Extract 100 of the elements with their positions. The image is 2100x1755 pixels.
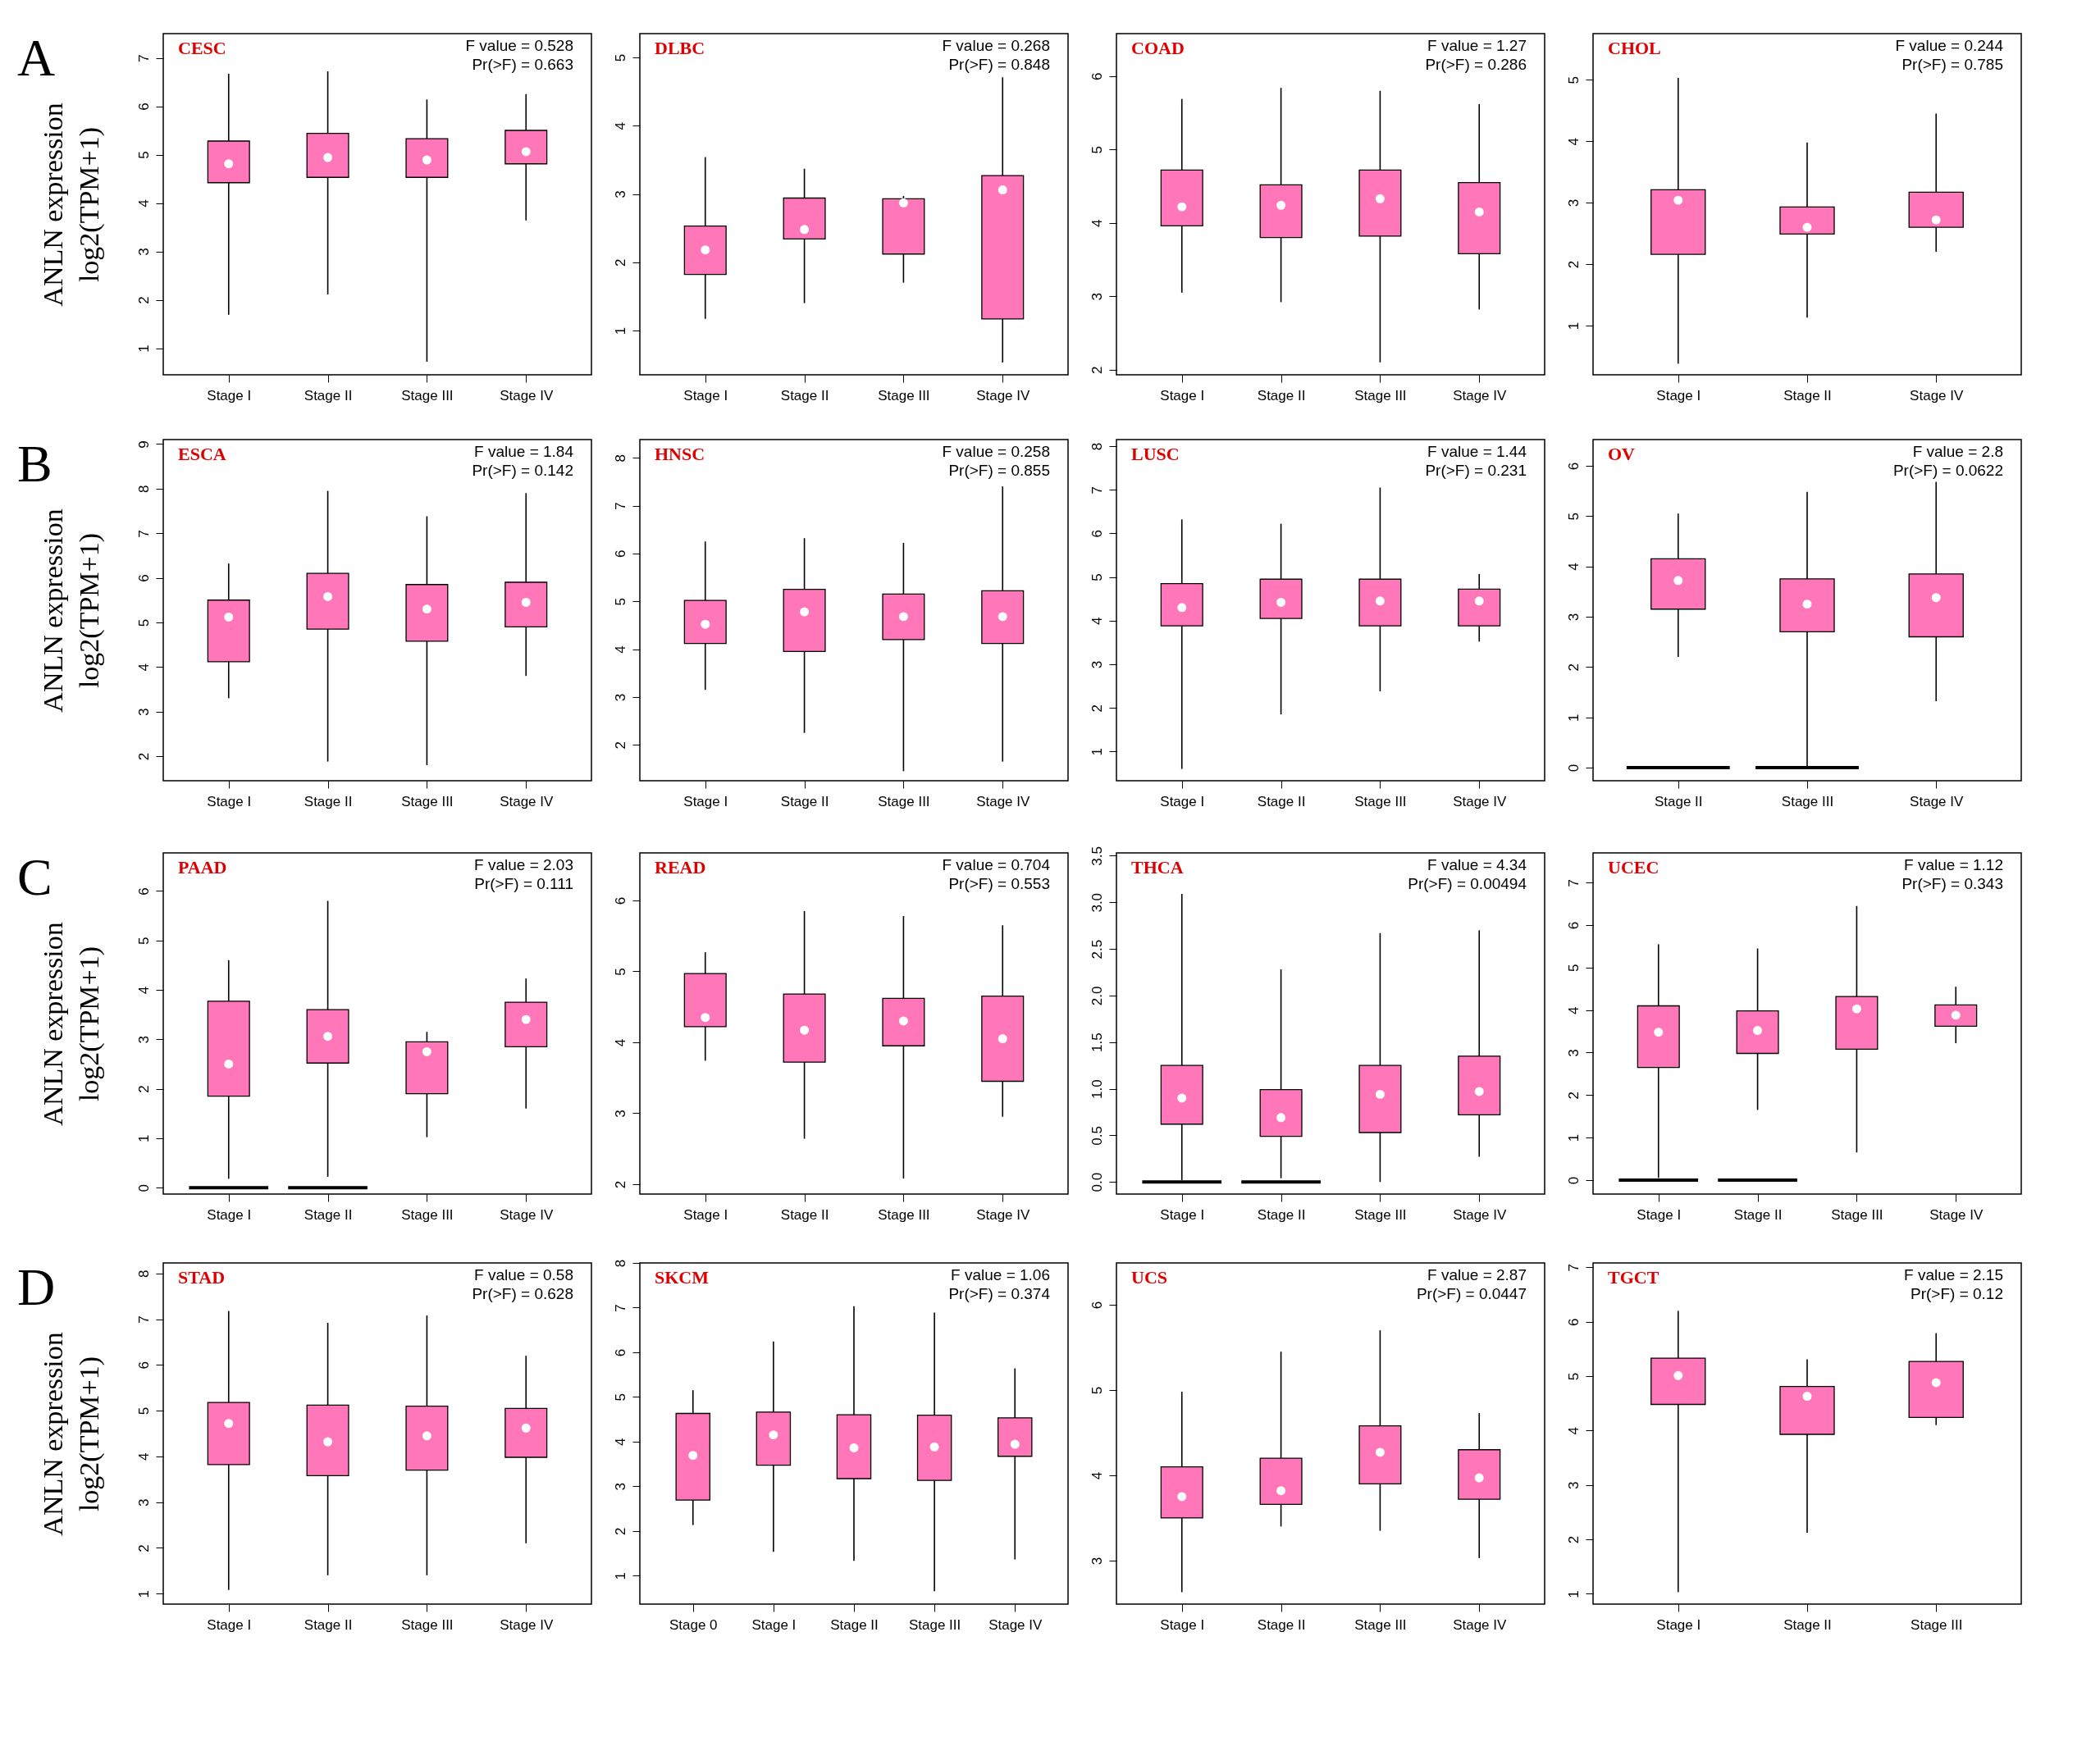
y-tick-label: 3 xyxy=(135,1498,152,1507)
y-tick-label: 5 xyxy=(612,1393,628,1402)
y-tick-label: 4 xyxy=(1089,219,1105,228)
chart-title: UCS xyxy=(1131,1267,1168,1288)
x-tick-label: Stage III xyxy=(1911,1616,1963,1633)
x-tick-label: Stage II xyxy=(304,387,353,403)
y-tick-label: 7 xyxy=(1565,1264,1582,1272)
x-tick-label: Stage II xyxy=(780,387,829,403)
x-tick-label: Stage IV xyxy=(1453,793,1508,809)
x-tick-label: Stage III xyxy=(401,387,454,403)
x-tick-label: Stage II xyxy=(1257,1616,1306,1633)
y-tick-label: 6 xyxy=(135,1361,152,1370)
y-tick-label: 3.5 xyxy=(1089,846,1105,866)
x-tick-label: Stage IV xyxy=(1929,1206,1984,1223)
y-tick-label: 8 xyxy=(1089,442,1105,451)
x-tick-label: Stage IV xyxy=(500,793,555,809)
y-tick-label: 5 xyxy=(135,618,152,627)
y-tick-label: 4 xyxy=(1089,1471,1105,1480)
annotation: F value = 0.704 Pr(>F) = 0.553 xyxy=(942,856,1051,892)
text: D xyxy=(17,1258,56,1316)
y-tick-label: 2 xyxy=(1565,260,1582,269)
text: B xyxy=(17,435,52,493)
x-tick-label: Stage III xyxy=(1831,1206,1883,1223)
x-tick-label: Stage I xyxy=(1656,387,1701,403)
y-tick-label: 2 xyxy=(612,1527,628,1535)
y-tick-label: 6 xyxy=(612,549,628,558)
x-tick-label: Stage III xyxy=(1354,1616,1407,1633)
y-tick-label: 6 xyxy=(1565,1318,1582,1326)
annotation: F value = 4.34 Pr(>F) = 0.00494 xyxy=(1408,856,1527,892)
y-tick-label: 3.0 xyxy=(1089,892,1105,913)
chart-title: CHOL xyxy=(1608,38,1661,58)
y-tick-label: 1 xyxy=(1565,1590,1582,1598)
y-tick-label: 6 xyxy=(1565,921,1582,930)
y-tick-label: 1 xyxy=(135,344,152,353)
y-tick-label: 0 xyxy=(1565,1176,1582,1185)
y-tick-label: 0 xyxy=(1565,764,1582,773)
y-tick-label: 1 xyxy=(1565,1133,1582,1142)
x-tick-label: Stage I xyxy=(207,793,252,809)
x-tick-label: Stage IV xyxy=(976,1206,1031,1223)
x-tick-label: Stage I xyxy=(1656,1616,1701,1633)
y-tick-label: 5 xyxy=(1565,1372,1582,1381)
x-tick-label: Stage III xyxy=(401,793,454,809)
y-tick-label: 5 xyxy=(1565,964,1582,973)
y-tick-label: 7 xyxy=(1565,879,1582,887)
chart-title: SKCM xyxy=(655,1267,710,1288)
y-tick-label: 4 xyxy=(135,1452,152,1461)
y-tick-label: 3 xyxy=(135,248,152,256)
y-axis-title: ANLN expression log2(TPM+1) xyxy=(37,922,105,1126)
y-tick-label: 2 xyxy=(612,1180,628,1189)
y-tick-label: 5 xyxy=(612,53,628,62)
y-tick-label: 4 xyxy=(1565,1006,1582,1014)
y-tick-label: 3 xyxy=(612,1483,628,1491)
chart-title: THCA xyxy=(1131,857,1184,878)
y-tick-label: 8 xyxy=(612,1259,628,1268)
x-tick-label: Stage III xyxy=(1354,793,1407,809)
y-tick-label: 5 xyxy=(1089,573,1105,581)
chart-title: CESC xyxy=(178,38,226,58)
y-tick-label: 5 xyxy=(135,937,152,945)
chart-title: UCEC xyxy=(1608,857,1659,878)
x-tick-label: Stage 0 xyxy=(669,1616,718,1633)
y-tick-label: 2.5 xyxy=(1089,939,1105,960)
y-tick-label: 3 xyxy=(1089,660,1105,669)
y-tick-label: 4 xyxy=(1565,1427,1582,1435)
x-tick-label: Stage IV xyxy=(1453,1206,1508,1223)
annotation: F value = 0.528 Pr(>F) = 0.663 xyxy=(465,37,573,73)
x-tick-label: Stage III xyxy=(878,1206,930,1223)
chart-title: HNSC xyxy=(655,444,705,464)
y-tick-label: 2 xyxy=(612,258,628,267)
x-tick-label: Stage III xyxy=(908,1616,961,1633)
x-tick-label: Stage III xyxy=(1354,1206,1407,1223)
y-tick-label: 4 xyxy=(135,663,152,672)
x-tick-label: Stage II xyxy=(304,1616,353,1633)
y-tick-label: 5 xyxy=(612,968,628,976)
annotation: F value = 0.244 Pr(>F) = 0.785 xyxy=(1895,37,2004,73)
annotation: F value = 0.258 Pr(>F) = 0.855 xyxy=(942,443,1050,479)
y-tick-label: 7 xyxy=(135,529,152,538)
y-tick-label: 3 xyxy=(135,708,152,716)
y-tick-label: 3 xyxy=(1089,293,1105,301)
y-tick-label: 4 xyxy=(612,1438,628,1447)
y-tick-label: 5 xyxy=(1089,146,1105,154)
x-tick-label: Stage III xyxy=(401,1206,454,1223)
y-axis-title: ANLN expression log2(TPM+1) xyxy=(37,508,105,713)
y-tick-label: 5 xyxy=(612,597,628,606)
x-tick-label: Stage I xyxy=(207,1616,252,1633)
y-tick-label: 2 xyxy=(135,752,152,761)
x-tick-label: Stage I xyxy=(1637,1206,1682,1223)
y-tick-label: 3 xyxy=(612,693,628,702)
y-tick-label: 1 xyxy=(612,1571,628,1580)
y-tick-label: 2 xyxy=(1089,704,1105,713)
y-axis-title: ANLN expression log2(TPM+1) xyxy=(37,1332,105,1536)
x-tick-label: Stage I xyxy=(1160,1616,1205,1633)
y-tick-label: 2 xyxy=(135,296,152,304)
x-tick-label: Stage IV xyxy=(1910,793,1964,809)
y-tick-label: 6 xyxy=(1565,462,1582,471)
y-tick-label: 6 xyxy=(612,1348,628,1357)
y-tick-label: 4 xyxy=(612,645,628,654)
y-tick-label: 7 xyxy=(135,1315,152,1324)
y-tick-label: 0.5 xyxy=(1089,1126,1105,1146)
y-tick-label: 1 xyxy=(135,1134,152,1143)
x-tick-label: Stage IV xyxy=(1910,387,1964,403)
